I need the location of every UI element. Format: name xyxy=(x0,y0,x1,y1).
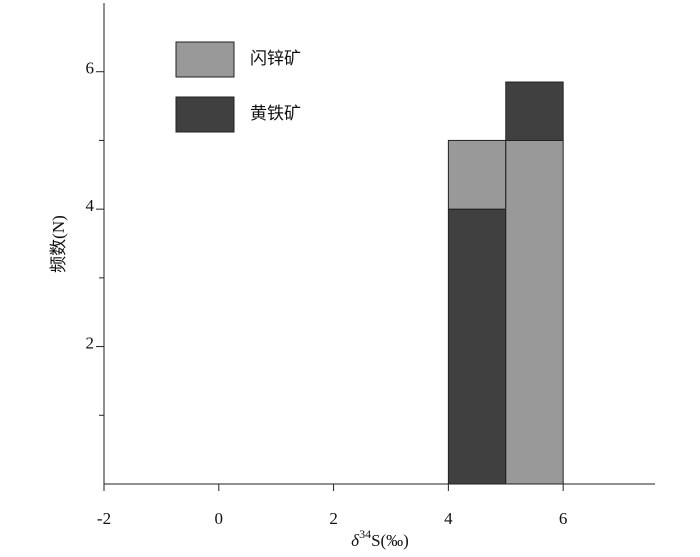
bar xyxy=(505,139,564,485)
x-label-superscript: 34 xyxy=(359,527,371,541)
x-tick-label: -2 xyxy=(97,509,111,528)
x-tick-label: 6 xyxy=(559,509,568,528)
bar xyxy=(505,81,564,141)
x-label-text: S(‰) xyxy=(371,531,409,550)
legend-swatch xyxy=(175,96,235,133)
x-label-symbol: δ xyxy=(351,531,360,550)
x-tick-label: 4 xyxy=(444,509,453,528)
legend-label: 黄铁矿 xyxy=(250,104,301,123)
bar xyxy=(447,139,507,210)
bar xyxy=(447,208,507,485)
legend-label: 闪锌矿 xyxy=(250,49,301,68)
y-tick-label: 2 xyxy=(86,333,95,352)
x-axis-label: δ34S(‰) xyxy=(351,527,409,550)
y-tick-label: 6 xyxy=(86,59,95,78)
x-tick-label: 2 xyxy=(329,509,338,528)
y-tick-label: 4 xyxy=(86,196,95,215)
x-tick-label: 0 xyxy=(215,509,224,528)
y-axis-label: 频数(N) xyxy=(49,215,68,273)
legend-swatch xyxy=(175,41,235,78)
